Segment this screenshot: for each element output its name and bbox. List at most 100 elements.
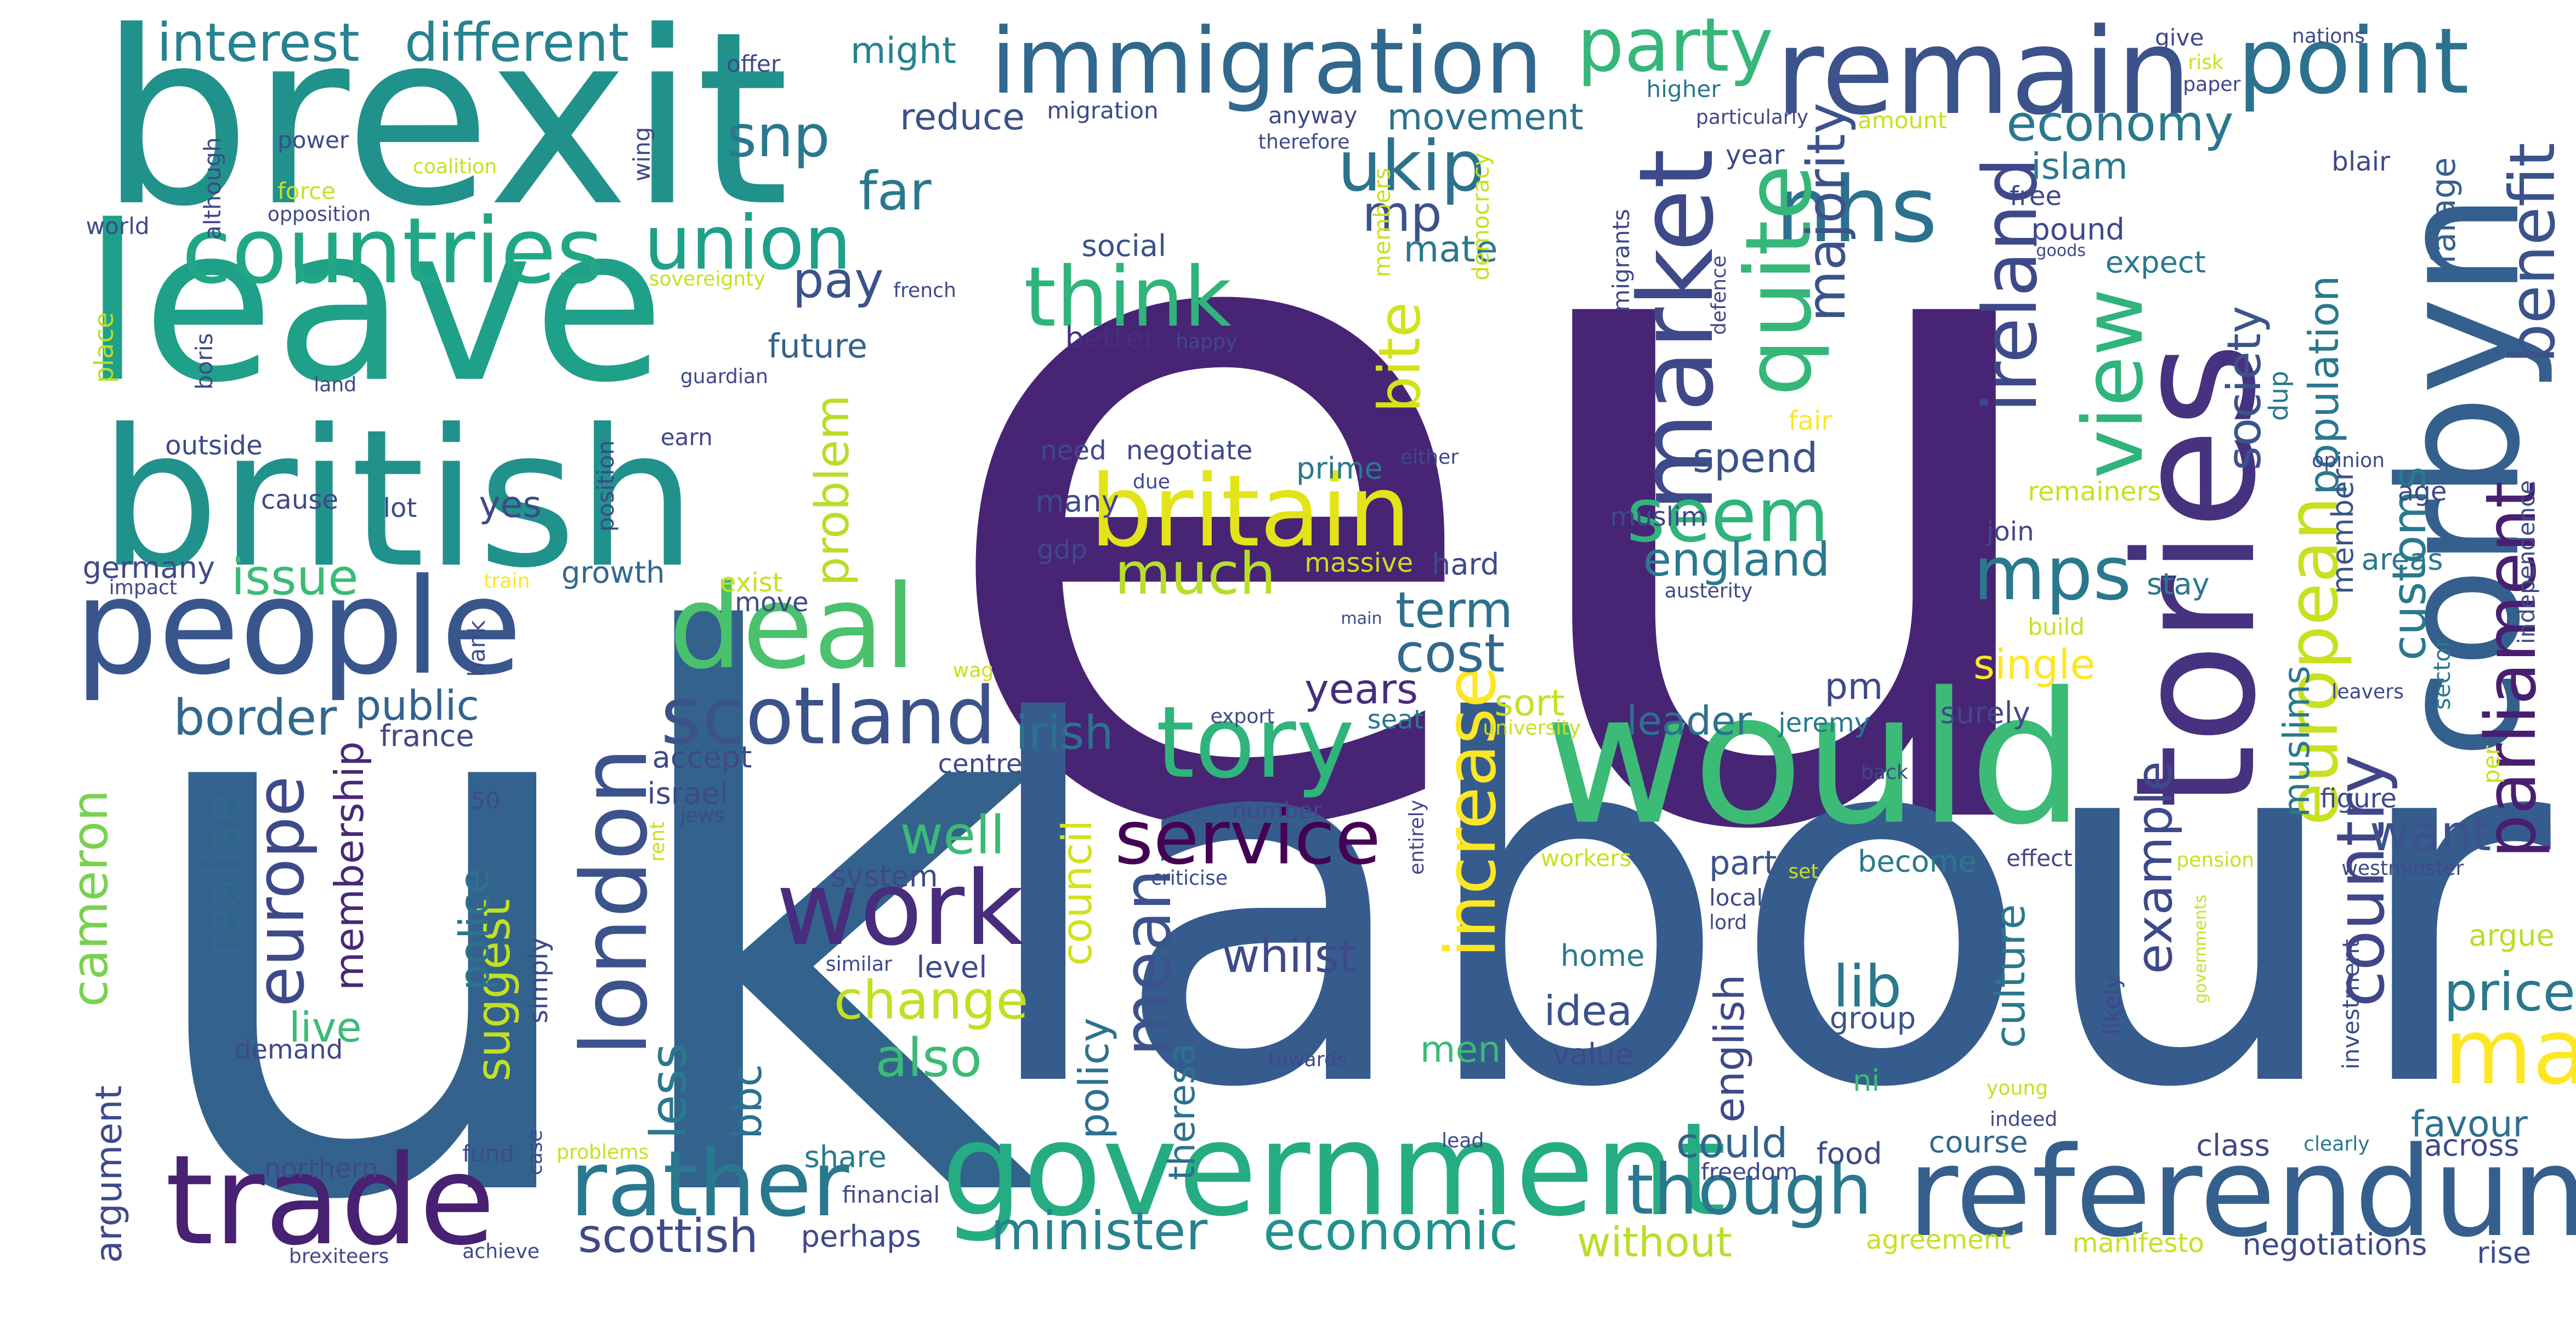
word-paper: paper <box>2183 72 2241 96</box>
word-share: share <box>804 1139 887 1174</box>
word-countries: countries <box>181 198 604 305</box>
word-50: 50 <box>470 787 500 814</box>
word-centre: centre <box>938 749 1023 780</box>
word-rather: rather <box>569 1131 849 1237</box>
word-sort: sort <box>1494 681 1565 724</box>
word-year: year <box>1726 139 1785 170</box>
word-economy: economy <box>2006 94 2234 152</box>
word-members: members <box>1368 167 1395 277</box>
word-deal: deal <box>668 559 916 695</box>
word-demand: demand <box>234 1034 343 1066</box>
word-also: also <box>875 1027 983 1089</box>
word-risk: risk <box>2188 50 2223 75</box>
word-gdp: gdp <box>1037 534 1087 565</box>
word-society: society <box>2217 306 2271 471</box>
word-boris: boris <box>191 333 218 390</box>
word-class: class <box>2196 1128 2270 1163</box>
word-spend: spend <box>1692 434 1818 482</box>
word-back: back <box>1861 760 1908 784</box>
word-brexiteers: brexiteers <box>289 1244 389 1268</box>
word-much: much <box>1114 539 1276 607</box>
word-perhaps: perhaps <box>801 1219 921 1254</box>
word-seem: seem <box>1626 472 1829 559</box>
word-argue: argue <box>2469 918 2555 953</box>
word-prime: prime <box>1296 451 1383 486</box>
word-remain: remain <box>1775 3 2192 142</box>
word-irish: irish <box>1015 705 1114 760</box>
word-fair: fair <box>1788 405 1832 436</box>
word-value: value <box>1552 1037 1633 1072</box>
word-might: might <box>850 30 956 72</box>
word-israel: israel <box>647 776 728 811</box>
word-single: single <box>1973 640 2096 689</box>
word-cost: cost <box>1395 623 1505 685</box>
word-england: england <box>1643 532 1830 587</box>
word-term: term <box>1395 582 1513 640</box>
word-negotiate: negotiate <box>1126 435 1253 466</box>
word-nations: nations <box>2292 24 2365 48</box>
word-austerity: austerity <box>1664 579 1753 603</box>
word-snp: snp <box>727 102 830 170</box>
word-well: well <box>900 804 1005 866</box>
word-could: could <box>1676 1118 1788 1167</box>
word-scotland: scotland <box>660 670 996 763</box>
word-expect: expect <box>2105 244 2206 280</box>
word-migrants: migrants <box>1608 209 1635 312</box>
word-clearly: clearly <box>2303 1131 2370 1156</box>
word-english: english <box>1705 974 1754 1123</box>
word-agreement: agreement <box>1866 1224 2011 1255</box>
word-therefore: therefore <box>1258 129 1350 153</box>
word-jeremy: jeremy <box>1778 707 1870 738</box>
word-movement: movement <box>1387 95 1584 138</box>
word-better: better <box>1065 321 1156 356</box>
word-coalition: coalition <box>412 155 497 179</box>
word-become: become <box>1857 844 1977 879</box>
word-people: people <box>74 549 523 704</box>
word-years: years <box>1304 664 1418 713</box>
word-problem: problem <box>805 395 859 587</box>
word-want: want <box>2369 804 2492 862</box>
word-either: either <box>1400 445 1459 469</box>
word-may: may <box>2444 999 2576 1106</box>
word-land: land <box>314 372 357 396</box>
word-rise: rise <box>2477 1235 2532 1270</box>
word-age: age <box>2397 476 2447 508</box>
word-course: course <box>1928 1124 2028 1159</box>
word-government: government <box>941 1095 1727 1245</box>
word-simply: simply <box>523 937 554 1024</box>
word-offer: offer <box>727 50 781 78</box>
word-nhs: nhs <box>1775 157 1938 264</box>
word-part: part <box>1709 844 1777 883</box>
word-trade: trade <box>165 1128 496 1273</box>
word-sovereignty: sovereignty <box>649 266 765 291</box>
word-wing: wing <box>628 127 656 182</box>
word-muslim: muslim <box>1610 501 1707 532</box>
word-towards: towards <box>1268 1048 1347 1072</box>
word-exist: exist <box>720 567 783 598</box>
word-view: view <box>2065 288 2162 479</box>
word-british: british <box>99 388 697 610</box>
word-westminster: westminster <box>2341 856 2464 880</box>
word-opposition: opposition <box>267 202 371 226</box>
word-union: union <box>644 200 852 287</box>
word-system: system <box>830 859 938 894</box>
word-men: men <box>1420 1028 1501 1071</box>
word-join: join <box>1986 516 2034 547</box>
word-wag: wag <box>952 658 994 682</box>
word-referendum: referendum <box>1907 1120 2576 1265</box>
word-growth: growth <box>561 555 665 590</box>
word-benefit: benefit <box>2496 142 2569 363</box>
word-border: border <box>173 689 337 747</box>
word-policy: policy <box>1069 1017 1118 1139</box>
word-leave: leave <box>82 180 665 430</box>
word-yes: yes <box>479 483 542 526</box>
word-interest: interest <box>157 12 360 74</box>
word-majority: majority <box>1795 103 1857 322</box>
word-public: public <box>355 681 479 730</box>
word-lot: lot <box>383 493 417 524</box>
word-particularly: particularly <box>1695 105 1809 129</box>
word-immigration: immigration <box>990 9 1543 115</box>
word-eu: eu <box>924 0 2080 1033</box>
word-brexit: brexit <box>99 0 790 259</box>
word-realise: realise <box>194 793 252 958</box>
